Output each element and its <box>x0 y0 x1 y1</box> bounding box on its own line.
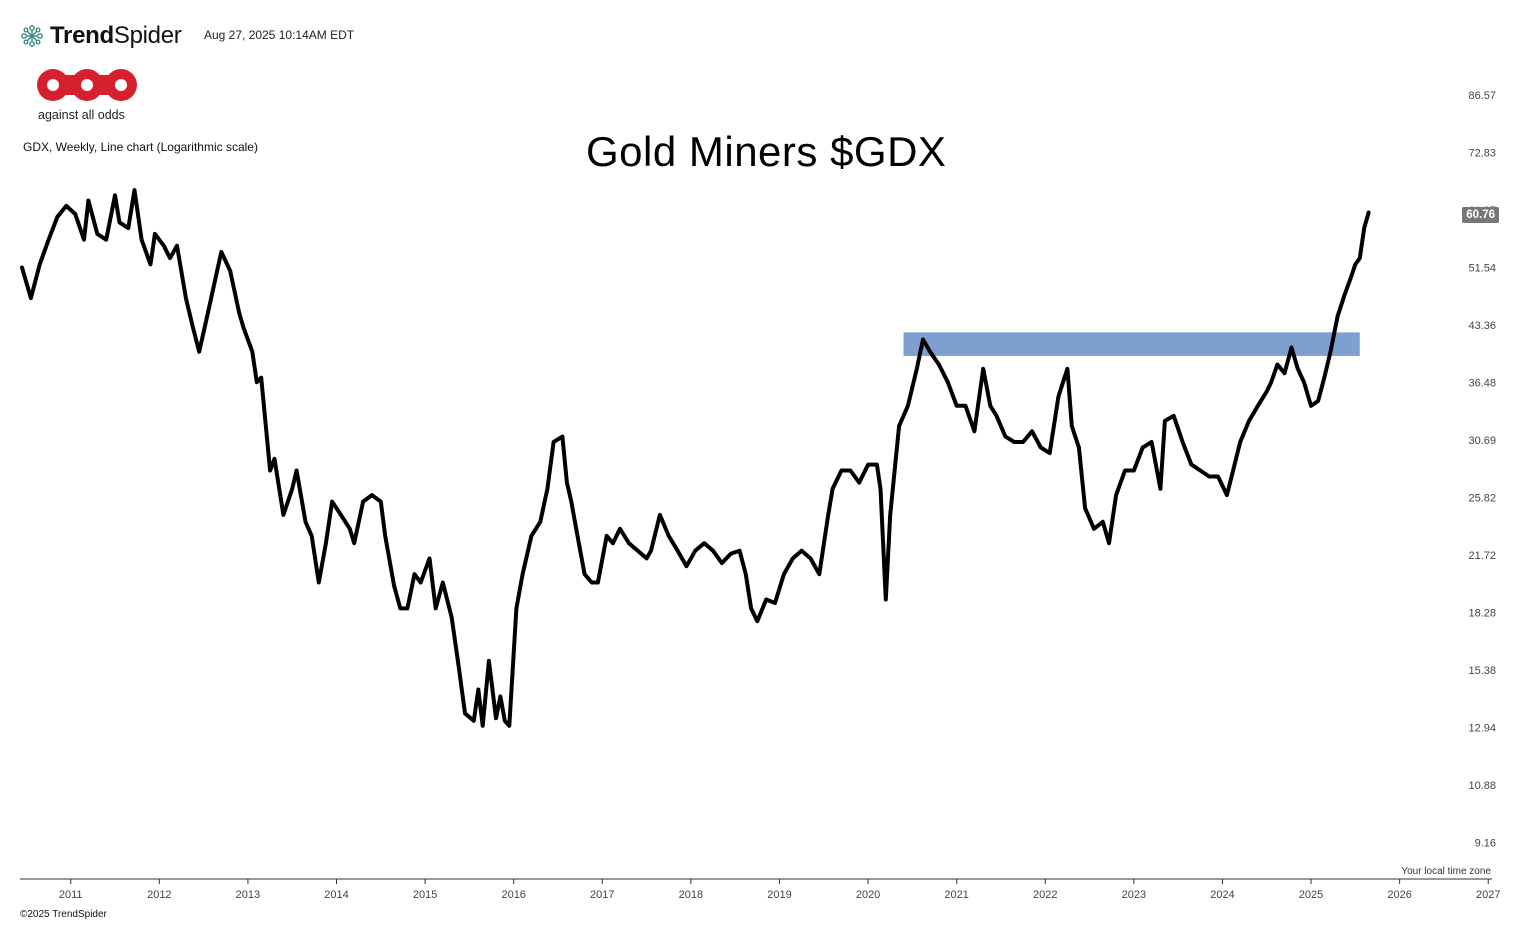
x-tick-label: 2016 <box>501 889 525 901</box>
x-tick-label: 2021 <box>944 889 968 901</box>
price-line[interactable] <box>20 188 1371 728</box>
y-tick-label: 43.36 <box>1468 320 1496 332</box>
x-tick-label: 2017 <box>590 889 614 901</box>
x-tick-label: 2020 <box>856 889 880 901</box>
trendspider-logo-icon <box>21 25 43 47</box>
y-tick-label: 18.28 <box>1468 607 1496 619</box>
trendspider-wordmark: TrendSpider <box>50 22 182 49</box>
x-tick-label: 2012 <box>147 889 171 901</box>
y-tick-label: 72.83 <box>1468 147 1496 159</box>
y-tick-label: 9.16 <box>1475 837 1496 849</box>
x-tick-label: 2015 <box>413 889 437 901</box>
x-tick-label: 2014 <box>324 889 348 901</box>
last-price-badge: 60.76 <box>1462 207 1499 223</box>
chart-timestamp: Aug 27, 2025 10:14AM EDT <box>204 28 355 42</box>
y-tick-label: 30.69 <box>1468 435 1496 447</box>
x-tick-label: 2026 <box>1387 889 1411 901</box>
x-tick-label: 2027 <box>1476 889 1500 901</box>
chart-title: Gold Miners $GDX <box>586 128 947 175</box>
y-tick-label: 15.38 <box>1468 665 1496 677</box>
x-tick-label: 2025 <box>1299 889 1323 901</box>
x-tick-label: 2023 <box>1122 889 1146 901</box>
x-tick-label: 2018 <box>679 889 703 901</box>
logo-caption: against all odds <box>38 108 125 122</box>
resistance-zone <box>903 332 1360 356</box>
y-tick-label: 86.57 <box>1468 90 1496 102</box>
y-tick-label: 12.94 <box>1468 722 1496 734</box>
y-tick-label: 36.48 <box>1468 377 1496 389</box>
y-tick-label: 51.54 <box>1468 262 1496 274</box>
timezone-note[interactable]: Your local time zone <box>1401 866 1491 877</box>
y-tick-label: 21.72 <box>1468 550 1496 562</box>
x-tick-label: 2011 <box>59 889 83 901</box>
against-all-odds-logo <box>37 69 137 101</box>
x-tick-label: 2019 <box>767 889 791 901</box>
x-tick-label: 2022 <box>1033 889 1057 901</box>
copyright: ©2025 TrendSpider <box>20 909 107 920</box>
y-tick-label: 10.88 <box>1468 780 1496 792</box>
symbol-description: GDX, Weekly, Line chart (Logarithmic sca… <box>23 140 258 154</box>
x-tick-label: 2024 <box>1210 889 1234 901</box>
trendspider-brand: TrendSpider <box>20 22 182 50</box>
x-tick-label: 2013 <box>236 889 260 901</box>
y-tick-label: 25.82 <box>1468 492 1496 504</box>
